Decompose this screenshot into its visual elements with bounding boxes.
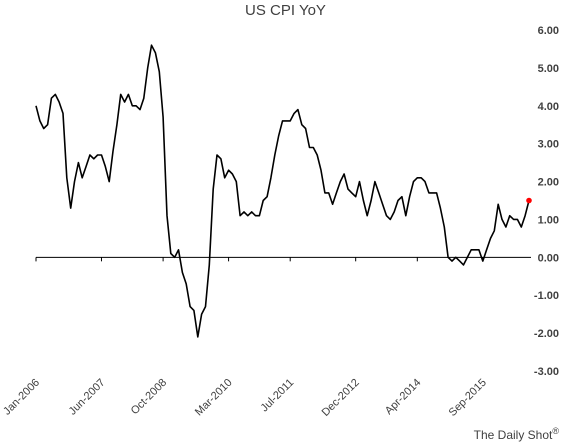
x-tick-label: Jun-2007: [67, 377, 108, 418]
x-tick-label: Apr-2014: [383, 377, 423, 417]
y-tick-label: -3.00: [534, 366, 559, 378]
y-tick-label: 0.00: [538, 252, 559, 264]
x-tick-label: Mar-2010: [193, 377, 235, 419]
chart-title: US CPI YoY: [245, 2, 326, 19]
y-tick-label: 1.00: [538, 214, 559, 226]
x-tick-label: Jul-2011: [259, 377, 297, 415]
y-tick-label: 2.00: [538, 177, 559, 189]
x-tick-label: Jan-2006: [1, 377, 42, 418]
y-tick-label: 6.00: [538, 25, 559, 37]
x-tick-label: Dec-2012: [320, 377, 362, 419]
y-tick-label: 3.00: [538, 139, 559, 151]
y-axis: 6.00 5.00 4.00 3.00 2.00 1.00 0.00 -1.00 -2.00 -3…: [534, 25, 559, 378]
y-tick-label: 4.00: [538, 101, 559, 113]
x-tick-label: Oct-2008: [129, 377, 169, 417]
credit-text: The Daily Shot: [473, 428, 553, 442]
x-axis: Jan-2006 Jun-2007 Oct-2008 Mar-2010 Jul-2011…: [1, 256, 531, 419]
x-tick-label: Sep-2015: [447, 377, 489, 419]
y-tick-label: -1.00: [534, 290, 559, 302]
y-tick-label: 5.00: [538, 63, 559, 75]
credit-label: The Daily Shot®: [474, 426, 559, 442]
y-tick-label: -2.00: [534, 328, 559, 340]
series-group: [35, 44, 532, 338]
last-point-marker: [526, 197, 532, 204]
registered-mark: ®: [552, 426, 559, 436]
cpi-yoy-line: [35, 44, 530, 338]
